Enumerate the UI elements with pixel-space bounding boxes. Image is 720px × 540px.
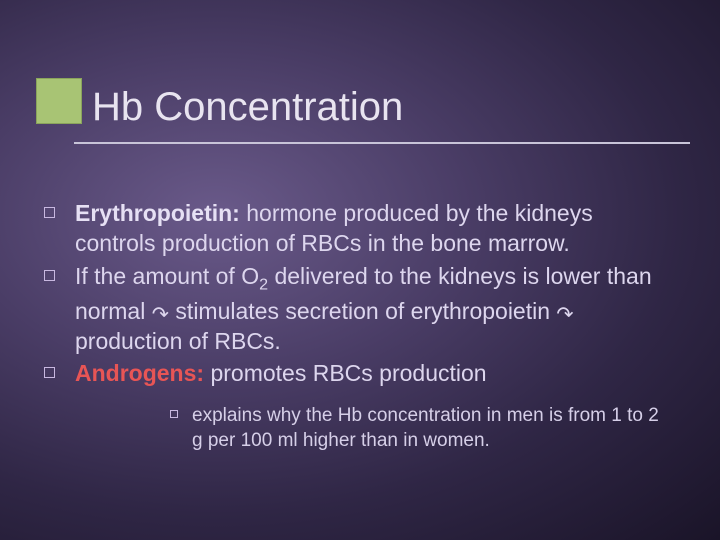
bullet-text: If the amount of O2 delivered to the kid… bbox=[75, 261, 672, 357]
sub-list: explains why the Hb concentration in men… bbox=[170, 403, 672, 453]
bullet-rest: promotes RBCs production bbox=[204, 360, 487, 386]
sub-bullet-item: explains why the Hb concentration in men… bbox=[170, 403, 672, 453]
bullet-text: Erythropoietin: hormone produced by the … bbox=[75, 198, 672, 259]
text-mid2: stimulates secretion of erythropoietin bbox=[169, 298, 556, 324]
text-pre: If the amount of O bbox=[75, 263, 259, 289]
square-bullet-icon bbox=[170, 410, 178, 418]
text-post: production of RBCs. bbox=[75, 328, 281, 354]
title-block: Hb Concentration bbox=[36, 78, 403, 130]
square-bullet-icon bbox=[44, 367, 55, 378]
sub-bullet-text: explains why the Hb concentration in men… bbox=[192, 403, 672, 453]
bullet-item: Erythropoietin: hormone produced by the … bbox=[44, 198, 672, 259]
red-lead: Androgens: bbox=[75, 360, 204, 386]
bold-lead: Erythropoietin: bbox=[75, 200, 240, 226]
slide-title: Hb Concentration bbox=[74, 85, 403, 130]
title-underline bbox=[74, 142, 690, 144]
content-area: Erythropoietin: hormone produced by the … bbox=[44, 198, 672, 453]
square-bullet-icon bbox=[44, 207, 55, 218]
subscript: 2 bbox=[259, 275, 268, 293]
arrow-icon: ↷ bbox=[556, 301, 573, 328]
arrow-icon: ↷ bbox=[152, 301, 169, 328]
bullet-item: Androgens: promotes RBCs production bbox=[44, 358, 672, 388]
bullet-item: If the amount of O2 delivered to the kid… bbox=[44, 261, 672, 357]
square-bullet-icon bbox=[44, 270, 55, 281]
bullet-text: Androgens: promotes RBCs production bbox=[75, 358, 487, 388]
